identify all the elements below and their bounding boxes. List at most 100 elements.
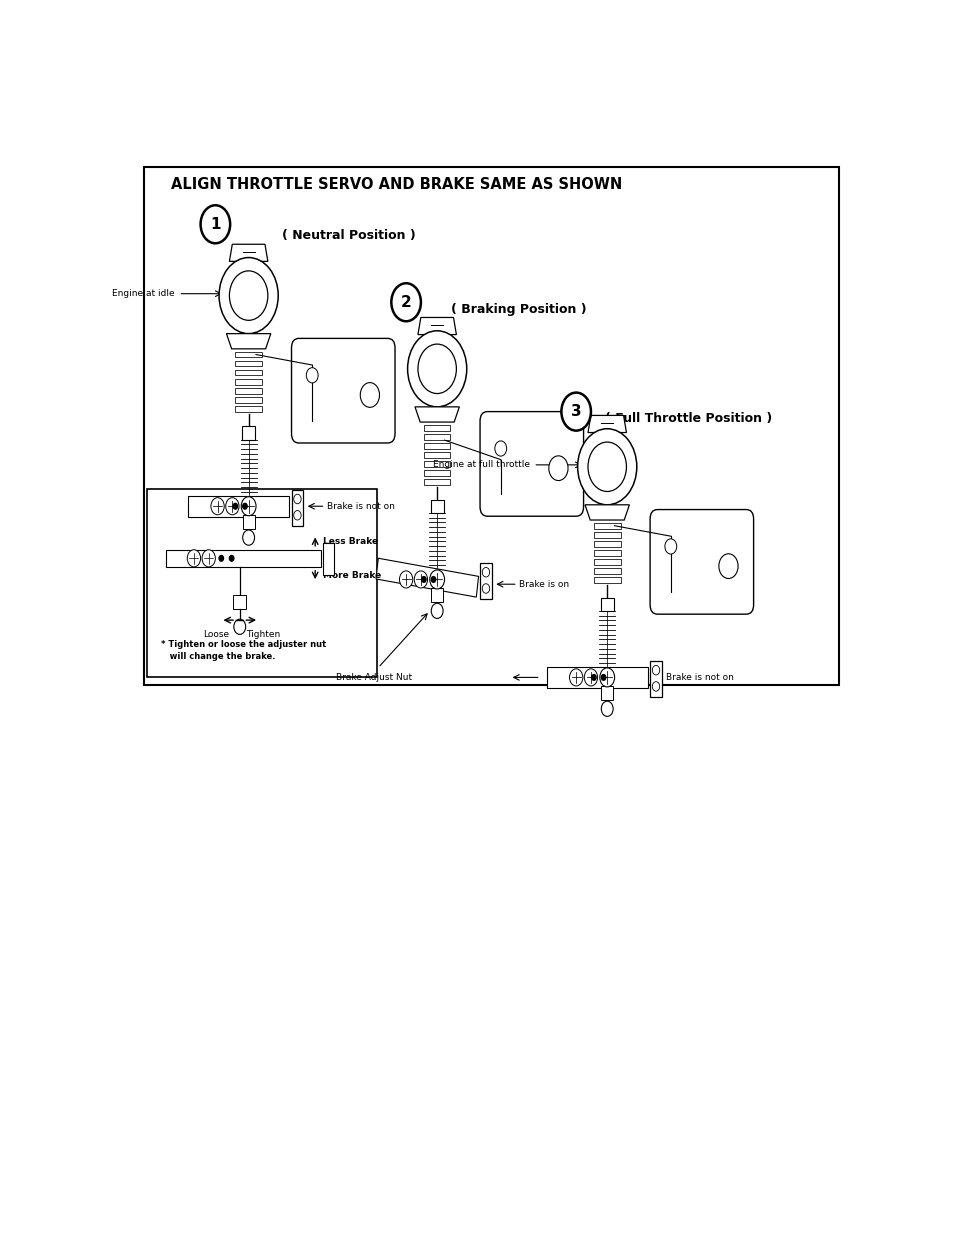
Circle shape [219, 556, 223, 561]
Text: Less Brake: Less Brake [322, 537, 377, 546]
Bar [423, 425, 450, 431]
Circle shape [495, 441, 506, 456]
Bar [242, 426, 255, 440]
Polygon shape [226, 333, 271, 348]
Circle shape [229, 270, 268, 320]
Text: Tighten: Tighten [246, 630, 280, 638]
Circle shape [652, 666, 659, 676]
Bar [235, 361, 262, 367]
Circle shape [306, 368, 317, 383]
Circle shape [569, 669, 582, 685]
Text: Brake is on: Brake is on [518, 579, 569, 589]
Bar [292, 490, 303, 526]
Bar [594, 577, 619, 583]
Polygon shape [584, 505, 629, 520]
Circle shape [226, 498, 239, 515]
Circle shape [652, 682, 659, 692]
Text: * Tighten or loose the adjuster nut
   will change the brake.: * Tighten or loose the adjuster nut will… [160, 640, 326, 661]
Polygon shape [417, 317, 456, 335]
Circle shape [548, 456, 567, 480]
Bar [235, 406, 262, 411]
Bar [479, 563, 492, 599]
Circle shape [417, 345, 456, 394]
Bar [423, 433, 450, 440]
Text: 2: 2 [400, 295, 411, 310]
Bar [233, 595, 246, 609]
FancyBboxPatch shape [292, 338, 395, 443]
Bar [423, 443, 450, 448]
Circle shape [431, 603, 442, 619]
Bar [423, 461, 450, 467]
Circle shape [391, 283, 420, 321]
FancyBboxPatch shape [479, 411, 583, 516]
Circle shape [482, 567, 489, 577]
Bar [594, 532, 619, 537]
Bar [600, 685, 613, 700]
FancyBboxPatch shape [649, 510, 753, 614]
Bar [594, 568, 619, 574]
Bar [594, 541, 619, 547]
Circle shape [407, 331, 466, 406]
Circle shape [233, 619, 246, 635]
Bar [235, 352, 262, 357]
Bar [147, 489, 376, 677]
Circle shape [242, 504, 247, 509]
Text: 3: 3 [570, 404, 581, 419]
Bar [235, 388, 262, 394]
Circle shape [202, 550, 215, 567]
Bar [242, 515, 254, 529]
Polygon shape [587, 415, 626, 432]
Circle shape [600, 674, 605, 680]
Circle shape [294, 494, 301, 504]
Text: ( Full Throttle Position ): ( Full Throttle Position ) [604, 411, 771, 425]
Text: ( Braking Position ): ( Braking Position ) [450, 304, 586, 316]
Circle shape [600, 701, 613, 716]
Circle shape [233, 504, 237, 509]
Bar [423, 471, 450, 475]
Bar [600, 598, 613, 611]
Bar [431, 588, 442, 603]
Bar [546, 667, 647, 688]
Text: More Brake: More Brake [322, 571, 380, 580]
Circle shape [241, 496, 255, 516]
Circle shape [414, 571, 427, 588]
Bar [423, 452, 450, 458]
Bar [594, 559, 619, 564]
Text: Brake is not on: Brake is not on [665, 673, 733, 682]
Polygon shape [415, 406, 459, 422]
Bar [235, 396, 262, 403]
Text: ALIGN THROTTLE SERVO AND BRAKE SAME AS SHOWN: ALIGN THROTTLE SERVO AND BRAKE SAME AS S… [171, 177, 621, 191]
Text: Brake Adjust Nut: Brake Adjust Nut [335, 673, 412, 682]
Polygon shape [229, 245, 268, 262]
Circle shape [577, 429, 636, 505]
Polygon shape [375, 558, 478, 597]
Bar [323, 543, 334, 576]
Circle shape [664, 538, 676, 555]
Circle shape [294, 510, 301, 520]
Bar [235, 379, 262, 384]
Text: Engine at idle: Engine at idle [112, 289, 174, 298]
Circle shape [360, 383, 379, 408]
Bar [594, 522, 619, 529]
Circle shape [187, 550, 200, 567]
Circle shape [429, 569, 444, 589]
Circle shape [583, 669, 597, 685]
Bar [594, 550, 619, 556]
Circle shape [219, 258, 278, 333]
Circle shape [587, 442, 626, 492]
Text: Engine at full throttle: Engine at full throttle [432, 461, 529, 469]
Text: ( Neutral Position ): ( Neutral Position ) [281, 230, 415, 242]
Text: Loose: Loose [203, 630, 229, 638]
Circle shape [560, 393, 590, 431]
Circle shape [591, 674, 596, 680]
Bar [649, 661, 661, 698]
Circle shape [200, 205, 230, 243]
Circle shape [421, 577, 426, 583]
FancyBboxPatch shape [144, 167, 838, 685]
Circle shape [229, 556, 233, 561]
Circle shape [482, 584, 489, 593]
Circle shape [431, 577, 436, 583]
Bar [423, 479, 450, 485]
Bar [166, 550, 321, 567]
Circle shape [599, 668, 614, 687]
